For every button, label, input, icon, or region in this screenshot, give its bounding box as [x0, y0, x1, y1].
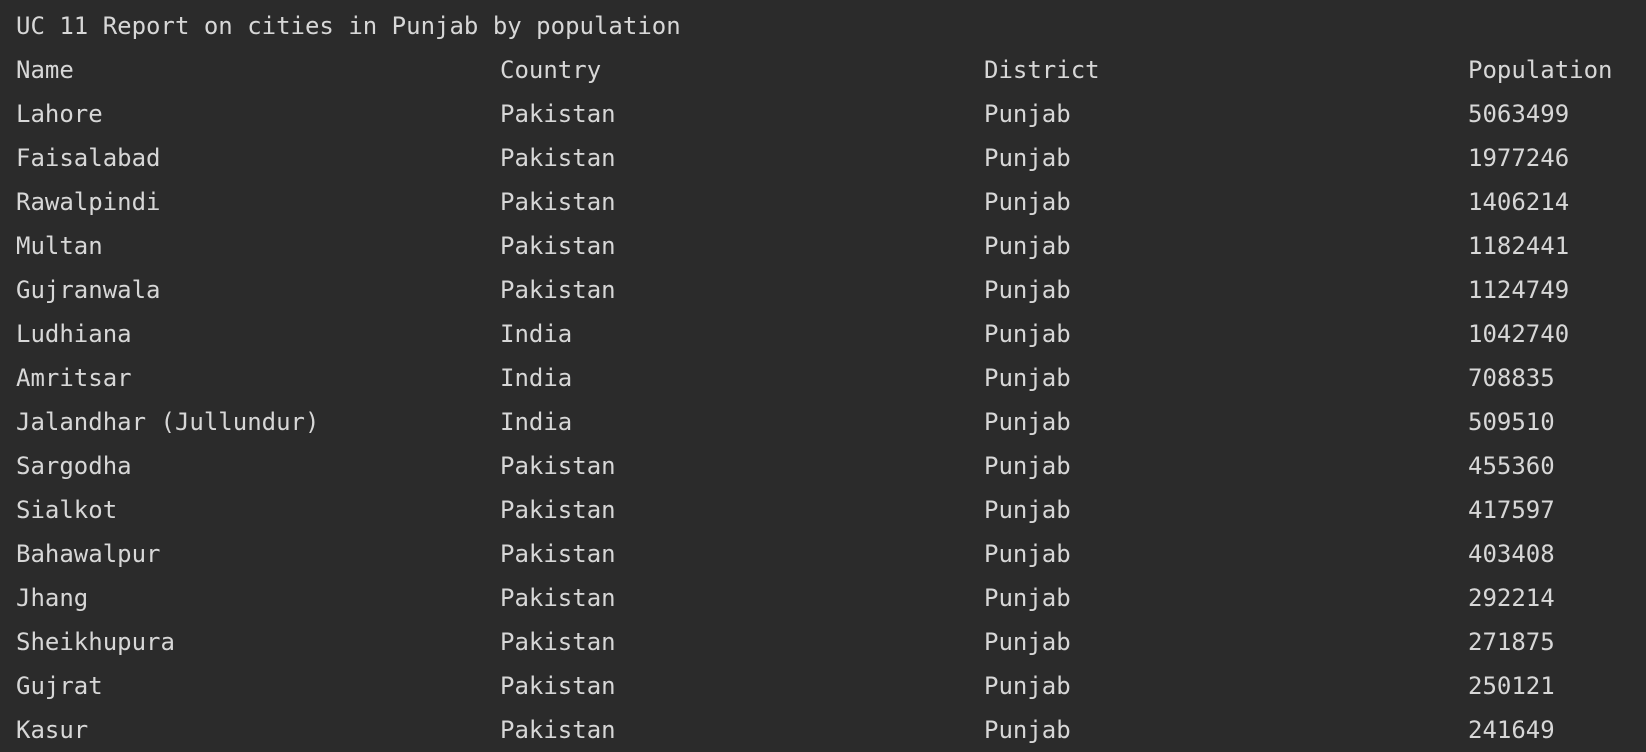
header-population: Population — [1468, 56, 1613, 84]
city-name: Multan — [16, 232, 103, 260]
population: 271875 — [1468, 628, 1555, 656]
table-row: Amritsar India Punjab 708835 — [0, 358, 1646, 398]
table-row: Bahawalpur Pakistan Punjab 403408 — [0, 534, 1646, 574]
population: 241649 — [1468, 716, 1555, 744]
table-row: Ludhiana India Punjab 1042740 — [0, 314, 1646, 354]
city-name: Jalandhar (Jullundur) — [16, 408, 320, 436]
table-row: Rawalpindi Pakistan Punjab 1406214 — [0, 182, 1646, 222]
district: Punjab — [984, 188, 1071, 216]
country: Pakistan — [500, 232, 616, 260]
table-header-row: Name Country District Population — [0, 50, 1646, 90]
city-name: Sialkot — [16, 496, 118, 524]
population: 250121 — [1468, 672, 1555, 700]
district: Punjab — [984, 320, 1071, 348]
country: Pakistan — [500, 100, 616, 128]
header-district: District — [984, 56, 1100, 84]
country: Pakistan — [500, 540, 616, 568]
population: 417597 — [1468, 496, 1555, 524]
district: Punjab — [984, 364, 1071, 392]
district: Punjab — [984, 672, 1071, 700]
city-name: Bahawalpur — [16, 540, 161, 568]
population: 509510 — [1468, 408, 1555, 436]
district: Punjab — [984, 716, 1071, 744]
population: 1124749 — [1468, 276, 1570, 304]
city-name: Ludhiana — [16, 320, 132, 348]
population: 708835 — [1468, 364, 1555, 392]
table-row: Jhang Pakistan Punjab 292214 — [0, 578, 1646, 618]
country: Pakistan — [500, 452, 616, 480]
table-row: Jalandhar (Jullundur) India Punjab 50951… — [0, 402, 1646, 442]
table-row: Gujrat Pakistan Punjab 250121 — [0, 666, 1646, 706]
population: 1042740 — [1468, 320, 1570, 348]
table-row: Sialkot Pakistan Punjab 417597 — [0, 490, 1646, 530]
district: Punjab — [984, 408, 1071, 436]
city-name: Lahore — [16, 100, 103, 128]
header-country: Country — [500, 56, 602, 84]
population: 5063499 — [1468, 100, 1570, 128]
report-title: UC 11 Report on cities in Punjab by popu… — [16, 12, 681, 40]
country: Pakistan — [500, 672, 616, 700]
country: Pakistan — [500, 188, 616, 216]
city-name: Faisalabad — [16, 144, 161, 172]
table-row: Kasur Pakistan Punjab 241649 — [0, 710, 1646, 750]
city-name: Sheikhupura — [16, 628, 175, 656]
population: 1182441 — [1468, 232, 1570, 260]
table-row: Gujranwala Pakistan Punjab 1124749 — [0, 270, 1646, 310]
district: Punjab — [984, 584, 1071, 612]
district: Punjab — [984, 452, 1071, 480]
population: 403408 — [1468, 540, 1555, 568]
district: Punjab — [984, 232, 1071, 260]
city-name: Gujrat — [16, 672, 103, 700]
country: India — [500, 320, 573, 348]
country: Pakistan — [500, 144, 616, 172]
population: 292214 — [1468, 584, 1555, 612]
country: Pakistan — [500, 628, 616, 656]
population: 455360 — [1468, 452, 1555, 480]
header-name: Name — [16, 56, 74, 84]
district: Punjab — [984, 100, 1071, 128]
city-name: Jhang — [16, 584, 89, 612]
country: India — [500, 408, 573, 436]
city-name: Sargodha — [16, 452, 132, 480]
city-name: Amritsar — [16, 364, 132, 392]
city-name: Rawalpindi — [16, 188, 161, 216]
population: 1977246 — [1468, 144, 1570, 172]
table-row: Lahore Pakistan Punjab 5063499 — [0, 94, 1646, 134]
district: Punjab — [984, 540, 1071, 568]
population: 1406214 — [1468, 188, 1570, 216]
district: Punjab — [984, 628, 1071, 656]
country: Pakistan — [500, 716, 616, 744]
country: Pakistan — [500, 584, 616, 612]
district: Punjab — [984, 496, 1071, 524]
country: India — [500, 364, 573, 392]
district: Punjab — [984, 144, 1071, 172]
city-name: Gujranwala — [16, 276, 161, 304]
city-name: Kasur — [16, 716, 89, 744]
country: Pakistan — [500, 496, 616, 524]
table-row: Multan Pakistan Punjab 1182441 — [0, 226, 1646, 266]
country: Pakistan — [500, 276, 616, 304]
table-row: Sheikhupura Pakistan Punjab 271875 — [0, 622, 1646, 662]
district: Punjab — [984, 276, 1071, 304]
table-row: Sargodha Pakistan Punjab 455360 — [0, 446, 1646, 486]
table-row: Faisalabad Pakistan Punjab 1977246 — [0, 138, 1646, 178]
